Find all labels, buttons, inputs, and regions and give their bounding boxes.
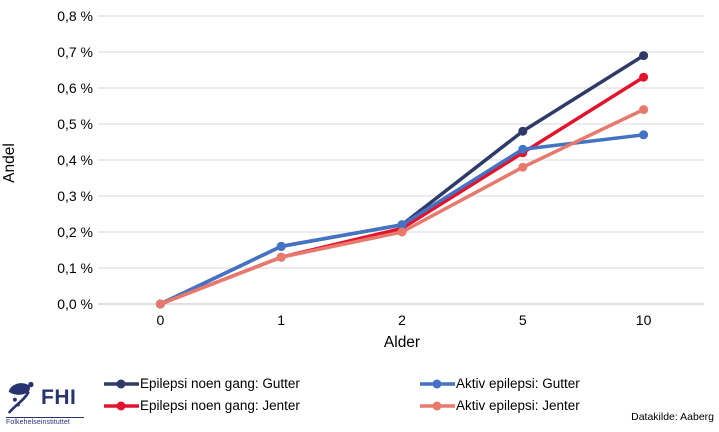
- x-axis-title: Alder: [384, 334, 420, 351]
- legend-point: [116, 401, 126, 411]
- y-tick-label: 0,3 %: [57, 188, 93, 204]
- x-tick-label: 2: [398, 312, 406, 328]
- series-point: [639, 51, 649, 61]
- fhi-logo: FHI Folkehelseinstituttet: [6, 379, 92, 426]
- legend-label: Aktiv epilepsi: Gutter: [456, 376, 580, 391]
- series-point: [518, 126, 528, 136]
- y-tick-label: 0,6 %: [57, 80, 93, 96]
- y-axis-title: Andel: [1, 143, 18, 183]
- legend-marker-icon: [420, 401, 455, 411]
- y-tick-label: 0,4 %: [57, 152, 93, 168]
- line-chart: 0,0 % 0,1 % 0,2 % 0,3 % 0,4 % 0,5 % 0,6 % 0,7 %…: [1, 8, 704, 351]
- legend-point: [432, 401, 442, 411]
- x-tick-label: 0: [157, 312, 165, 328]
- y-tick-label: 0,0 %: [57, 296, 93, 312]
- legend-marker-icon: [104, 379, 139, 389]
- legend-item-aktiv-epilepsi-gutter: Aktiv epilepsi: Gutter: [419, 374, 580, 394]
- series-point: [397, 227, 407, 237]
- x-tick-label: 5: [519, 312, 527, 328]
- series-point: [276, 252, 286, 262]
- series-point: [518, 162, 528, 172]
- data-series: [155, 51, 649, 309]
- series-line: [158, 53, 646, 306]
- y-tick-label: 0,2 %: [57, 224, 93, 240]
- fhi-logo-text: FHI: [41, 385, 77, 409]
- legend-point: [116, 379, 126, 389]
- legend-item-epilepsi-noen-gang-gutter: Epilepsi noen gang: Gutter: [103, 374, 419, 394]
- series-point: [397, 220, 407, 230]
- series-point: [639, 72, 649, 82]
- series-point: [639, 105, 649, 115]
- legend-label: Epilepsi noen gang: Gutter: [140, 376, 300, 391]
- x-tick-label: 10: [636, 312, 652, 328]
- legend-item-aktiv-epilepsi-jenter: Aktiv epilepsi: Jenter: [419, 396, 580, 416]
- gridlines: [98, 15, 704, 305]
- legend-point: [432, 379, 442, 389]
- series-point: [639, 130, 649, 140]
- series-point: [155, 299, 165, 309]
- legend-item-epilepsi-noen-gang-jenter: Epilepsi noen gang: Jenter: [103, 396, 419, 416]
- x-axis-tick-labels: 0 1 2 5 10: [157, 312, 652, 328]
- legend-marker-icon: [104, 401, 139, 411]
- y-tick-label: 0,8 %: [57, 8, 93, 24]
- y-tick-label: 0,5 %: [57, 116, 93, 132]
- y-axis-tick-labels: 0,0 % 0,1 % 0,2 % 0,3 % 0,4 % 0,5 % 0,6 % 0,7 %…: [57, 8, 93, 312]
- fhi-logo-icon: [8, 381, 34, 414]
- series-point: [518, 144, 528, 154]
- legend-marker-icon: [420, 379, 455, 389]
- x-tick-label: 1: [277, 312, 285, 328]
- legend-label: Epilepsi noen gang: Jenter: [140, 398, 300, 413]
- series-line: [158, 107, 646, 306]
- legend: Epilepsi noen gang: Gutter Aktiv epileps…: [103, 374, 580, 416]
- y-tick-label: 0,1 %: [57, 260, 93, 276]
- y-tick-label: 0,7 %: [57, 44, 93, 60]
- source-note: Datakilde: Aaberg: [631, 411, 714, 423]
- fhi-logo-divider: [6, 417, 84, 418]
- legend-label: Aktiv epilepsi: Jenter: [456, 398, 580, 413]
- series-point: [276, 241, 286, 251]
- fhi-logo-subtext: Folkehelseinstituttet: [6, 419, 70, 426]
